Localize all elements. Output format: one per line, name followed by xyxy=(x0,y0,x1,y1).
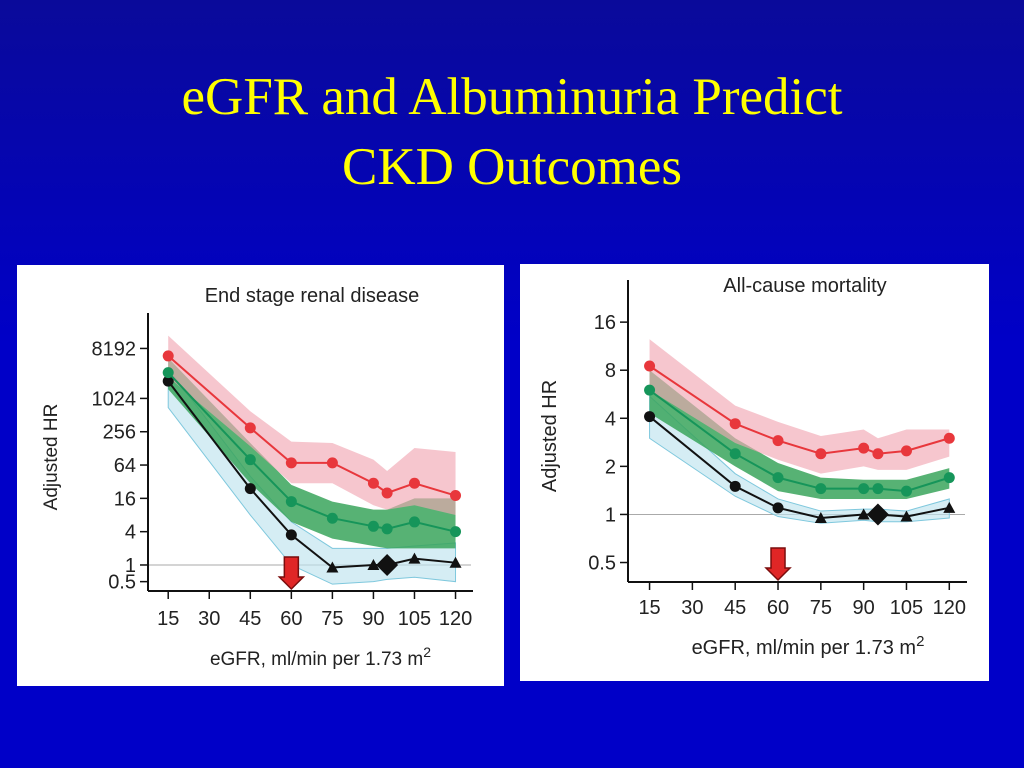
data-point xyxy=(450,526,462,538)
y-tick-label: 8192 xyxy=(92,338,137,360)
y-tick-label: 64 xyxy=(114,455,136,477)
data-point-triangle xyxy=(408,552,421,564)
data-point xyxy=(772,472,784,484)
x-tick-label: 105 xyxy=(398,608,431,630)
x-tick-label: 45 xyxy=(239,608,261,630)
slide-title-line2: CKD Outcomes xyxy=(341,138,683,196)
chart-title: End stage renal disease xyxy=(205,285,420,307)
x-tick-label: 75 xyxy=(321,608,343,630)
data-point xyxy=(644,384,656,396)
slide-title: eGFR and Albuminuria Predict CKD Outcome… xyxy=(0,62,1024,202)
y-tick-label: 16 xyxy=(594,312,616,334)
data-point xyxy=(244,422,256,434)
data-point-triangle xyxy=(943,501,956,513)
data-point xyxy=(772,435,784,447)
x-tick-label: 30 xyxy=(198,608,220,630)
x-tick-label: 90 xyxy=(362,608,384,630)
y-tick-label: 1024 xyxy=(92,388,137,410)
data-point-triangle xyxy=(326,561,339,573)
reference-diamond xyxy=(376,553,399,576)
data-point-triangle xyxy=(449,556,462,568)
data-point xyxy=(772,502,784,514)
data-point xyxy=(900,445,912,457)
confidence-band xyxy=(649,339,950,474)
y-tick-label: 0.5 xyxy=(588,553,616,575)
data-point xyxy=(244,454,256,466)
data-point xyxy=(900,485,912,497)
data-point xyxy=(367,520,379,532)
data-point xyxy=(644,411,656,423)
x-tick-label: 120 xyxy=(439,608,472,630)
confidence-band xyxy=(167,367,457,585)
data-point xyxy=(285,457,297,469)
series-line xyxy=(648,415,950,520)
y-tick-label: 4 xyxy=(605,408,616,430)
reference-diamond xyxy=(866,503,889,526)
slide-title-line1: eGFR and Albuminuria Predict xyxy=(181,68,843,126)
data-point xyxy=(858,483,870,495)
data-point xyxy=(815,448,827,460)
data-point xyxy=(285,529,297,541)
data-point xyxy=(162,375,174,387)
x-tick-label: 60 xyxy=(767,597,789,619)
reference-arrow-icon xyxy=(764,547,792,582)
x-axis-label: eGFR, ml/min per 1.73 m2 xyxy=(210,644,431,670)
y-tick-label: 0.5 xyxy=(108,572,136,594)
x-tick-label: 15 xyxy=(638,597,660,619)
series-line xyxy=(167,380,456,569)
data-point-triangle xyxy=(857,508,870,520)
x-tick-label: 105 xyxy=(890,597,923,619)
data-point xyxy=(872,448,884,460)
data-point xyxy=(326,457,338,469)
x-axis-label: eGFR, ml/min per 1.73 m2 xyxy=(692,633,925,659)
data-point xyxy=(729,448,741,460)
x-tick-label: 30 xyxy=(681,597,703,619)
x-tick-label: 90 xyxy=(853,597,875,619)
data-point xyxy=(162,350,174,362)
reference-arrow-icon xyxy=(277,556,306,591)
y-axis-label: Adjusted HR xyxy=(41,404,62,511)
y-tick-label: 1 xyxy=(125,555,136,577)
data-point xyxy=(729,480,741,492)
y-axis-label: Adjusted HR xyxy=(539,380,561,492)
data-point xyxy=(943,472,955,484)
confidence-band xyxy=(649,395,950,524)
data-point xyxy=(326,512,338,524)
y-tick-label: 2 xyxy=(605,456,616,478)
x-tick-label: 45 xyxy=(724,597,746,619)
data-point xyxy=(381,523,393,535)
y-tick-label: 256 xyxy=(103,422,136,444)
y-tick-label: 8 xyxy=(605,360,616,382)
data-point-triangle xyxy=(900,510,913,522)
data-point xyxy=(381,487,393,499)
y-tick-label: 1 xyxy=(605,504,616,526)
data-point xyxy=(244,483,256,495)
data-point xyxy=(858,442,870,454)
data-point xyxy=(408,477,420,489)
esrd-chart-panel: End stage renal disease 0.5 1 4 16 64 256 1024 8… xyxy=(17,265,504,686)
data-point-triangle xyxy=(814,512,827,524)
confidence-band xyxy=(168,335,456,516)
y-tick-label: 16 xyxy=(114,488,136,510)
data-point xyxy=(729,418,741,430)
y-tick-label: 4 xyxy=(125,522,136,544)
data-point xyxy=(872,483,884,495)
mortality-chart: All-cause mortality 0.5 1 2 4 8 16 15 30 45 60 75 90… xyxy=(539,275,967,659)
x-tick-label: 15 xyxy=(157,608,179,630)
chart-title: All-cause mortality xyxy=(723,275,886,297)
data-point xyxy=(285,496,297,508)
mortality-chart-panel: All-cause mortality 0.5 1 2 4 8 16 15 30 45 60 75 90… xyxy=(520,264,989,681)
x-tick-label: 120 xyxy=(933,597,966,619)
x-tick-label: 75 xyxy=(810,597,832,619)
data-point-triangle xyxy=(367,558,380,570)
x-tick-label: 60 xyxy=(280,608,302,630)
esrd-chart: End stage renal disease 0.51 4 16 64 256 1024 8… xyxy=(41,285,473,670)
data-point xyxy=(408,516,420,528)
data-point xyxy=(162,367,174,379)
data-point xyxy=(367,477,379,489)
data-point xyxy=(815,483,827,495)
data-point xyxy=(450,490,462,502)
data-point xyxy=(644,360,656,372)
data-point xyxy=(943,432,955,444)
